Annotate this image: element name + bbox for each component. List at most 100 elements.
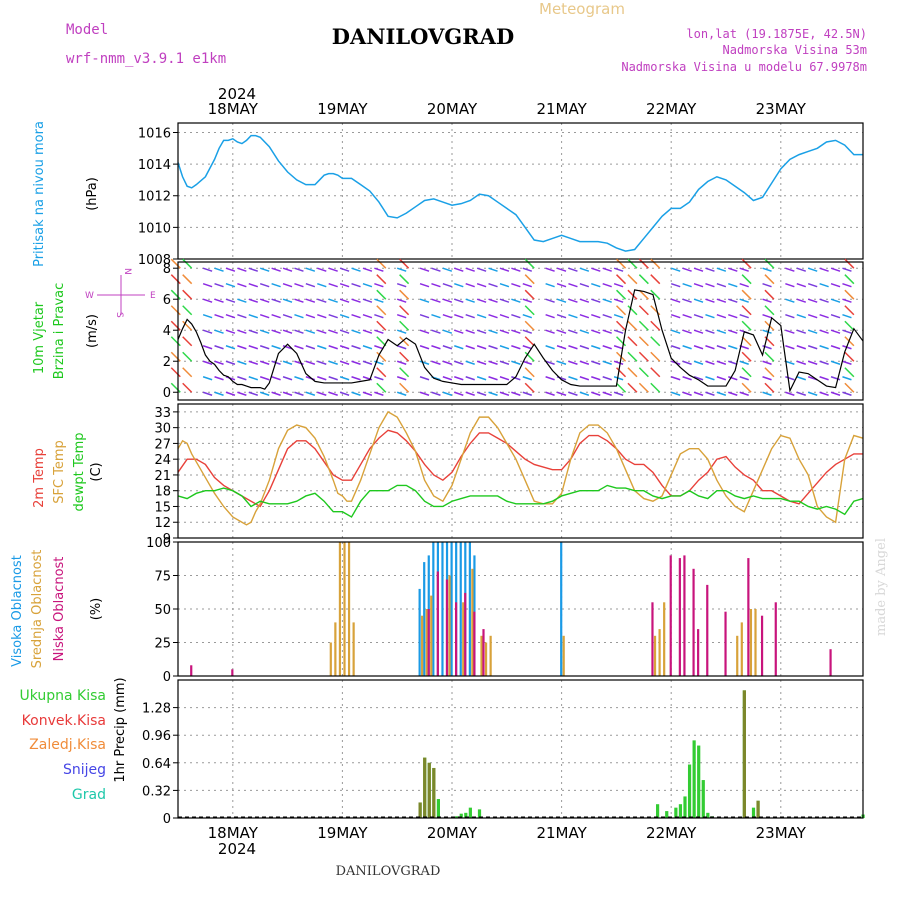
wind-barb: [351, 298, 361, 303]
rain-total-bar: [477, 809, 482, 818]
wind-barb: [431, 267, 441, 272]
wind-barb: [842, 282, 852, 288]
wind-barb: [271, 314, 281, 319]
wind-barb: [476, 391, 487, 396]
wind-barb: [556, 314, 567, 319]
wind-barb: [317, 298, 327, 303]
cloud-mid-bar: [736, 635, 739, 676]
wind-unit: (m/s): [85, 314, 100, 348]
wind-barb: [602, 282, 612, 288]
wind-barb: [741, 289, 752, 300]
wind-barb: [842, 376, 852, 381]
wind-barb: [454, 267, 464, 272]
wind-barb: [638, 289, 649, 300]
wind-barb: [705, 391, 715, 396]
wind-barb: [796, 360, 807, 365]
wind-barb: [419, 391, 430, 396]
wind-barb: [214, 376, 224, 381]
wind-barb: [568, 360, 578, 365]
bottom-day-label: 23MAY: [756, 824, 807, 842]
wind-barb: [693, 391, 704, 396]
wind-barb: [796, 314, 807, 319]
cloud-mid-bar: [489, 635, 492, 676]
wind-barb: [248, 314, 259, 319]
wind-barb: [693, 376, 704, 381]
cloud-mid-bar: [471, 568, 474, 676]
wind-barb: [465, 360, 475, 365]
wind-barb: [225, 314, 236, 319]
wind-barb: [282, 267, 293, 272]
wind-barb: [488, 314, 498, 319]
panel-2-frame: [177, 403, 864, 539]
cloud-mid-bar: [749, 609, 753, 676]
rain-total-bar: [683, 796, 687, 818]
pressure-unit: (hPa): [85, 177, 100, 211]
wind-barb: [842, 314, 852, 319]
panel-1-ytick-label-1: 2: [163, 355, 171, 370]
wind-barb: [627, 320, 638, 331]
wind-barb: [237, 360, 247, 365]
wind-barb: [556, 282, 567, 288]
wind-barb: [705, 329, 715, 334]
wind-barb: [305, 267, 316, 272]
wind-barb: [170, 305, 181, 316]
wind-barb: [682, 329, 692, 334]
wind-barb: [259, 391, 270, 396]
temp-ylabel-3: dewpt Temp: [72, 432, 87, 511]
wind-barb: [568, 314, 578, 319]
wind-barb: [716, 360, 727, 365]
wind-barb: [259, 329, 270, 334]
wind-barb: [545, 345, 555, 350]
wind-barb: [419, 267, 430, 272]
wind-barb: [419, 282, 430, 288]
wind-barb: [568, 391, 578, 396]
wind-barb: [670, 314, 681, 319]
legend-snijeg: Snijeg: [63, 762, 106, 778]
wind-barb: [419, 298, 430, 303]
wind-barb: [807, 360, 818, 365]
wind-barb: [214, 391, 224, 396]
wind-barb: [431, 282, 441, 288]
wind-barb: [602, 329, 612, 334]
wind-barb: [305, 298, 316, 303]
wind-barb: [317, 360, 327, 365]
wind-barb: [556, 345, 567, 350]
panel-0-ytick-label-3: 1014: [138, 158, 171, 173]
cloud-low-bar: [651, 602, 654, 676]
wind-barb: [248, 329, 259, 334]
wind-barb: [716, 298, 727, 303]
wind-barb: [488, 360, 498, 365]
bottom-day-label: 19MAY: [317, 824, 368, 842]
wind-barb: [670, 267, 681, 272]
wind-barb: [511, 267, 521, 272]
wind-barb: [488, 298, 498, 303]
wind-barb: [728, 329, 738, 334]
wind-barb: [305, 282, 316, 288]
wind-barb: [282, 282, 293, 288]
wind-barb: [454, 282, 464, 288]
cloud-unit: (%): [89, 598, 104, 621]
wind-barb: [785, 345, 795, 350]
cloud-low-bar: [427, 609, 430, 676]
wind-barb: [830, 345, 841, 350]
wind-barb: [842, 391, 852, 396]
wind-barb: [317, 314, 327, 319]
bottom-day-label: 18MAY: [208, 824, 259, 842]
wind-barb: [844, 320, 855, 331]
rain-total-bar: [706, 812, 710, 818]
wind-barb: [399, 336, 410, 347]
wind-barb: [442, 282, 453, 288]
wind-barb: [182, 305, 193, 316]
wind-barb: [170, 336, 181, 347]
wind-barb: [716, 329, 727, 334]
wind-barb: [499, 298, 510, 303]
elevation-label: Nadmorska Visina 53m: [723, 43, 868, 57]
wind-barb: [396, 391, 407, 396]
wind-barb: [705, 282, 715, 288]
wind-barb: [294, 376, 304, 381]
wind-barb: [182, 258, 193, 269]
wind-barb: [591, 345, 601, 350]
wind-barb: [399, 382, 410, 393]
wind-barb: [294, 298, 304, 303]
